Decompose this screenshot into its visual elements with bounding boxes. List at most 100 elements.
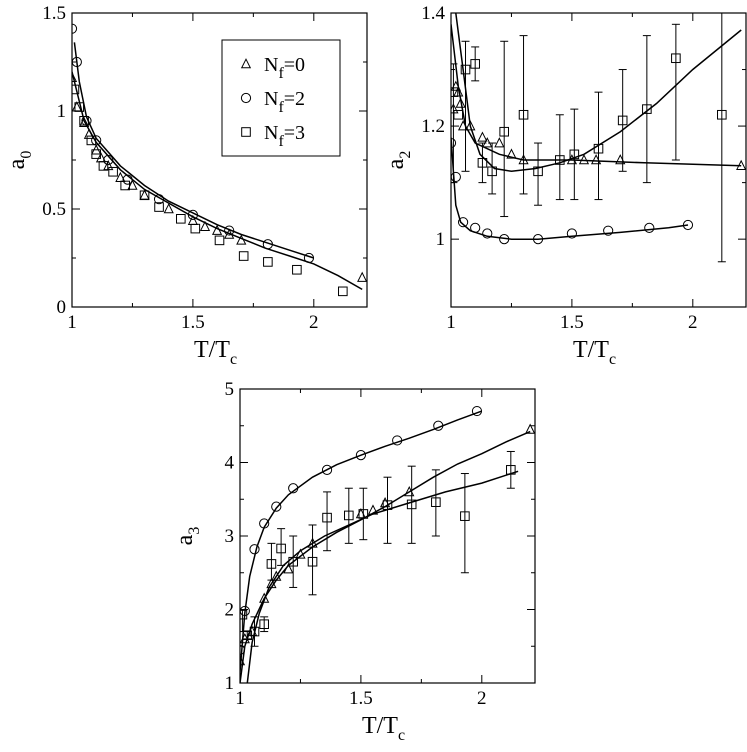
y-tick-label: 1.5 xyxy=(42,3,66,24)
y-axis-label: a0 xyxy=(4,151,35,170)
data-point-triangle xyxy=(83,128,95,139)
data-point-circle xyxy=(321,464,333,475)
data-point-square xyxy=(74,102,85,112)
legend-entry-label: Nf=0 xyxy=(264,54,305,82)
data-point-square xyxy=(263,257,273,267)
y-tick-label: 1 xyxy=(57,101,67,122)
data-point-square xyxy=(238,251,249,261)
data-point-circle xyxy=(249,544,260,555)
legend: Nf=0Nf=2Nf=3 xyxy=(221,39,341,157)
data-point-triangle xyxy=(266,577,277,589)
legend-entry-label-main: N xyxy=(264,54,278,76)
data-point-square xyxy=(91,149,101,159)
data-point-square xyxy=(288,556,298,567)
data-point-triangle xyxy=(566,154,578,165)
data-point-square xyxy=(382,500,393,510)
data-point-square xyxy=(593,143,604,154)
data-point-triangle xyxy=(453,86,464,97)
data-point-triangle xyxy=(482,137,493,148)
y-axis-label-main: a xyxy=(4,158,30,169)
data-point-circle xyxy=(603,225,614,236)
data-point-circle xyxy=(153,194,165,205)
data-point-circle xyxy=(72,23,78,34)
y-tick-label: 0.5 xyxy=(42,199,66,220)
x-tick-label: 1.5 xyxy=(560,312,584,333)
legend-entry-label-main: N xyxy=(264,88,278,110)
data-point-triangle xyxy=(357,271,367,282)
legend-entry-label-main: N xyxy=(264,122,278,144)
data-point-square xyxy=(460,511,470,521)
data-point-circle xyxy=(187,209,199,220)
data-point-square xyxy=(139,190,150,201)
y-axis-label-main: a xyxy=(383,158,409,169)
data-point-square xyxy=(307,556,318,567)
data-point-square xyxy=(292,264,302,275)
data-point-square xyxy=(671,53,681,64)
legend-entry-label-suffix: =2 xyxy=(284,88,305,110)
x-tick-label: 1.5 xyxy=(349,688,373,709)
data-point-triangle xyxy=(404,485,415,497)
data-point-square xyxy=(338,286,348,297)
data-point-triangle xyxy=(477,131,488,142)
data-point-square xyxy=(79,116,89,126)
y-tick-label: 0 xyxy=(57,297,67,318)
plot-area xyxy=(451,13,746,263)
data-point-square xyxy=(240,609,248,620)
data-point-circle xyxy=(433,420,444,431)
x-tick-label: 1 xyxy=(446,312,456,333)
data-point-triangle xyxy=(115,171,126,182)
data-point-circle xyxy=(262,239,273,250)
data-point-triangle xyxy=(127,179,138,190)
legend-entry-label: Nf=2 xyxy=(264,88,305,116)
y-axis-label-sub: 0 xyxy=(18,151,35,159)
data-point-square xyxy=(266,559,277,569)
data-point-circle xyxy=(451,171,461,183)
data-point-triangle xyxy=(211,224,223,235)
data-point-square xyxy=(358,509,369,519)
data-point-square xyxy=(431,497,441,507)
legend-entry-label: Nf=3 xyxy=(264,122,305,150)
legend-entry-label-sub: f xyxy=(278,99,284,116)
x-axis-label-sub: c xyxy=(609,351,616,368)
data-point-square xyxy=(617,115,628,126)
data-point-triangle xyxy=(240,655,246,666)
fit-curve-1 xyxy=(451,24,742,167)
data-point-square xyxy=(487,166,497,177)
x-tick-label: 2 xyxy=(688,312,698,333)
data-point-square xyxy=(214,235,225,246)
data-point-triangle xyxy=(457,120,469,131)
x-axis-label-main: T/T xyxy=(194,337,230,363)
data-point-circle xyxy=(72,56,82,68)
y-tick-label: 1 xyxy=(225,673,235,694)
data-point-triangle xyxy=(307,537,318,548)
data-point-circle xyxy=(470,222,481,233)
data-point-triangle xyxy=(236,234,247,245)
x-tick-label: 1.5 xyxy=(181,312,205,333)
y-tick-label: 2 xyxy=(225,600,235,621)
data-point-triangle xyxy=(355,508,367,519)
data-point-triangle xyxy=(163,203,174,214)
data-point-square xyxy=(453,109,464,120)
data-point-triangle xyxy=(494,137,505,148)
data-point-square xyxy=(460,64,471,75)
y-tick-label: 1.2 xyxy=(421,116,445,137)
x-axis-label: T/Tc xyxy=(194,337,237,368)
data-point-circle xyxy=(91,135,102,146)
y-tick-label: 4 xyxy=(225,453,235,474)
data-point-square xyxy=(518,109,529,120)
legend-entry-label-sub: f xyxy=(278,65,284,82)
data-point-square xyxy=(154,202,164,212)
y-axis-label: a3 xyxy=(172,527,203,546)
data-point-square xyxy=(406,499,417,510)
data-point-circle xyxy=(457,217,469,228)
y-axis-label-main: a xyxy=(172,534,198,545)
data-point-circle xyxy=(271,501,282,512)
fit-curve-1 xyxy=(240,410,483,673)
data-point-triangle xyxy=(295,548,306,559)
data-point-square xyxy=(190,223,201,234)
x-axis-label-sub: c xyxy=(398,727,405,744)
data-point-triangle xyxy=(455,97,466,108)
data-point-triangle xyxy=(103,159,114,171)
